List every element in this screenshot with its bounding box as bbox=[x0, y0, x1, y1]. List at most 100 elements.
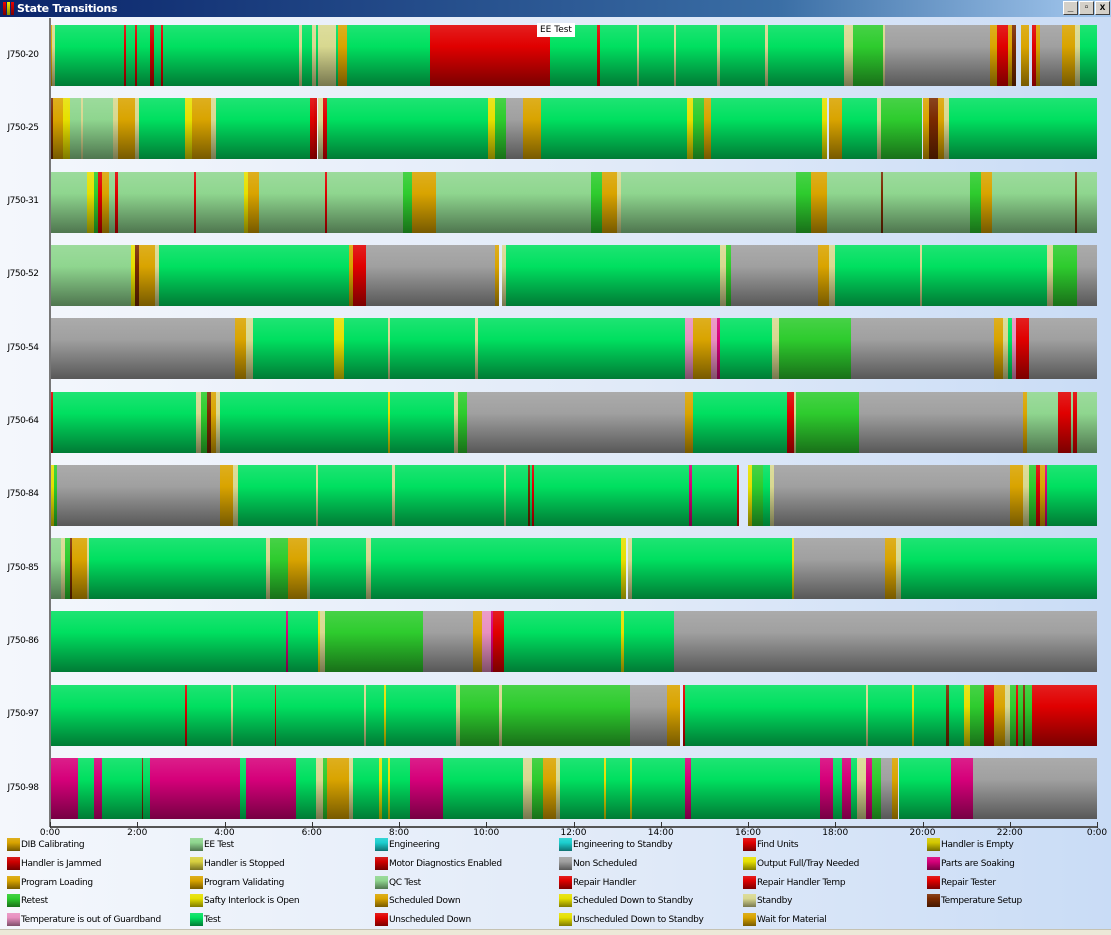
segment-retest[interactable] bbox=[532, 758, 543, 819]
segment-standby[interactable] bbox=[843, 25, 853, 86]
segment-wait-for-material[interactable] bbox=[817, 244, 829, 306]
segment-standby[interactable] bbox=[455, 684, 461, 746]
segment-wait-for-material[interactable] bbox=[1022, 391, 1028, 453]
segment-wait-for-material[interactable] bbox=[891, 758, 899, 819]
segment-test[interactable] bbox=[833, 758, 842, 819]
segment-standby[interactable] bbox=[80, 98, 83, 160]
segment-unscheduled-down[interactable] bbox=[193, 171, 197, 233]
timeline-bar-j750-86[interactable] bbox=[50, 611, 1097, 673]
segment-wait-for-material[interactable] bbox=[704, 98, 711, 160]
segment-non-scheduled[interactable] bbox=[881, 758, 892, 819]
segment-standby[interactable] bbox=[857, 758, 866, 819]
segment-output-full-tray-needed[interactable] bbox=[604, 758, 607, 819]
segment-temperature-is-out-of-guardband[interactable] bbox=[1011, 318, 1017, 380]
segment-wait-for-material[interactable] bbox=[71, 538, 88, 600]
segment-non-scheduled[interactable] bbox=[793, 538, 886, 600]
segment-standby[interactable] bbox=[617, 171, 622, 233]
segment-wait-for-material[interactable] bbox=[693, 318, 703, 380]
segment-repair-tester[interactable] bbox=[1016, 684, 1019, 746]
segment-unscheduled-down[interactable] bbox=[124, 25, 127, 86]
segment-test[interactable] bbox=[239, 758, 247, 819]
segment-parts-are-soaking[interactable] bbox=[963, 758, 973, 819]
segment-unscheduled-down[interactable] bbox=[532, 464, 535, 526]
segment-retest[interactable] bbox=[795, 391, 860, 453]
segment-test[interactable] bbox=[691, 758, 820, 819]
segment-test[interactable] bbox=[763, 464, 770, 526]
segment-test[interactable] bbox=[390, 391, 454, 453]
timeline-bar-j750-97[interactable] bbox=[50, 684, 1097, 746]
segment-temperature-is-out-of-guardband[interactable] bbox=[684, 318, 694, 380]
segment-wait-for-material[interactable] bbox=[235, 318, 247, 380]
segment-ee-test[interactable] bbox=[1070, 391, 1073, 453]
segment-output-full-tray-needed[interactable] bbox=[822, 98, 827, 160]
segment-standby[interactable] bbox=[318, 98, 323, 160]
segment-retest[interactable] bbox=[778, 318, 851, 380]
segment-wait-for-material[interactable] bbox=[412, 171, 437, 233]
segment-test[interactable] bbox=[503, 611, 674, 673]
segment-temperature-is-out-of-guardband[interactable] bbox=[710, 318, 718, 380]
segment-non-scheduled[interactable] bbox=[730, 244, 818, 306]
segment-standby[interactable] bbox=[1005, 684, 1010, 746]
segment-unscheduled-down[interactable] bbox=[1035, 464, 1041, 526]
segment-non-scheduled[interactable] bbox=[1077, 244, 1097, 306]
segment-wait-for-material[interactable] bbox=[494, 244, 500, 306]
segment-standby[interactable] bbox=[719, 244, 727, 306]
segment-retest[interactable] bbox=[1009, 684, 1032, 746]
segment-standby[interactable] bbox=[475, 318, 478, 380]
segment-ee-test[interactable] bbox=[69, 98, 114, 160]
segment-standby[interactable] bbox=[453, 391, 458, 453]
segment-retest[interactable] bbox=[872, 758, 882, 819]
segment-wait-for-material[interactable] bbox=[702, 318, 711, 380]
segment-parts-are-soaking[interactable] bbox=[1044, 464, 1047, 526]
segment-wait-for-material[interactable] bbox=[828, 98, 842, 160]
segment-test[interactable] bbox=[632, 538, 792, 600]
segment-unscheduled-down[interactable] bbox=[161, 25, 164, 86]
segment-output-full-tray-needed[interactable] bbox=[621, 538, 626, 600]
segment-standby[interactable] bbox=[316, 464, 319, 526]
segment-standby[interactable] bbox=[60, 538, 66, 600]
segment-wait-for-material[interactable] bbox=[937, 98, 945, 160]
segment-standby[interactable] bbox=[233, 464, 238, 526]
segment-wait-for-material[interactable] bbox=[542, 758, 557, 819]
segment-standby[interactable] bbox=[865, 684, 868, 746]
segment-non-scheduled[interactable] bbox=[1029, 318, 1097, 380]
segment-test[interactable] bbox=[252, 318, 334, 380]
segment-temperature-setup[interactable] bbox=[1022, 684, 1025, 746]
segment-test[interactable] bbox=[296, 758, 317, 819]
segment-wait-for-material[interactable] bbox=[191, 98, 212, 160]
segment-retest[interactable] bbox=[270, 538, 288, 600]
segment-unscheduled-down[interactable] bbox=[274, 684, 276, 746]
segment-standby[interactable] bbox=[920, 244, 923, 306]
segment-test[interactable] bbox=[309, 538, 367, 600]
segment-standby[interactable] bbox=[765, 25, 768, 86]
segment-test[interactable] bbox=[835, 244, 1047, 306]
segment-temperature-setup[interactable] bbox=[135, 244, 140, 306]
segment-handler-is-jammed[interactable] bbox=[313, 98, 317, 160]
segment-test[interactable] bbox=[442, 758, 524, 819]
segment-repair-tester[interactable] bbox=[996, 25, 1008, 86]
segment-test[interactable] bbox=[1007, 318, 1012, 380]
segment-standby[interactable] bbox=[1022, 464, 1030, 526]
segment-output-full-tray-needed[interactable] bbox=[621, 611, 624, 673]
segment-retest[interactable] bbox=[324, 611, 423, 673]
segment-wait-for-material[interactable] bbox=[248, 171, 260, 233]
segment-test[interactable] bbox=[220, 391, 389, 453]
segment-parts-are-soaking[interactable] bbox=[285, 611, 288, 673]
segment-output-full-tray-needed[interactable] bbox=[383, 684, 386, 746]
segment-wait-for-material[interactable] bbox=[922, 98, 930, 160]
segment-ee-test[interactable] bbox=[50, 244, 131, 306]
segment-non-scheduled[interactable] bbox=[466, 391, 685, 453]
segment-standby[interactable] bbox=[876, 98, 882, 160]
segment-repair-tester[interactable] bbox=[787, 391, 794, 453]
segment-standby[interactable] bbox=[52, 25, 56, 86]
segment-output-full-tray-needed[interactable] bbox=[185, 98, 192, 160]
segment-wait-for-material[interactable] bbox=[53, 98, 64, 160]
restore-button[interactable]: ▫ bbox=[1079, 1, 1094, 15]
segment-retest[interactable] bbox=[881, 98, 923, 160]
segment-retest[interactable] bbox=[1053, 244, 1078, 306]
segment-wait-for-material[interactable] bbox=[523, 98, 541, 160]
segment-repair-tester[interactable] bbox=[97, 171, 103, 233]
segment-parts-are-soaking[interactable] bbox=[409, 758, 443, 819]
segment-repair-tester[interactable] bbox=[185, 684, 188, 746]
segment-unscheduled-down[interactable] bbox=[737, 464, 740, 526]
